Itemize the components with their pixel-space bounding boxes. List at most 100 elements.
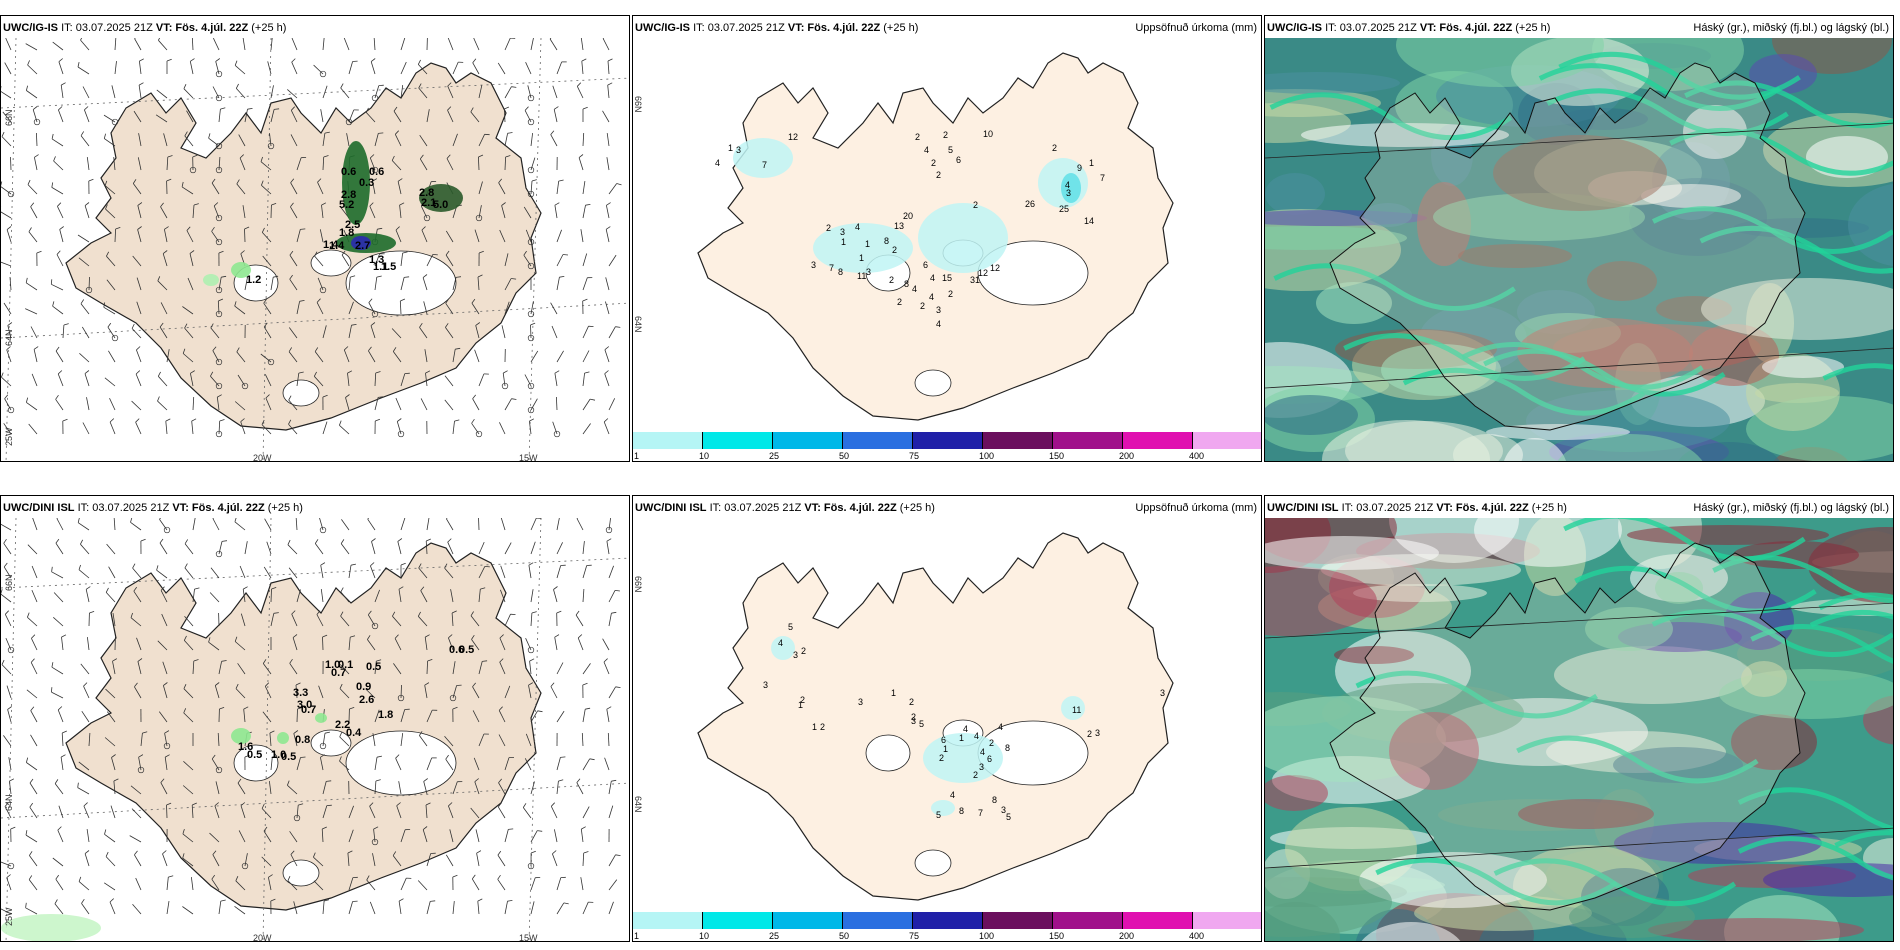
panel-header: UWC/DINI ISL IT: 03.07.2025 21Z VT: Fös.…: [1267, 502, 1567, 514]
snowfall-value: 2.8: [341, 189, 356, 201]
precip-value: 8: [904, 279, 909, 289]
panel-title: Uppsöfnuð úrkoma (mm): [1135, 22, 1257, 34]
snowfall-value: 5.2: [339, 199, 354, 211]
colorbar-swatch: [773, 432, 843, 449]
precip-value: 3: [1066, 188, 1071, 198]
precip-value: 8: [838, 267, 843, 277]
snowfall-areas: 0.60.30.62.85.22.51.81.41.31.12.82.12.71…: [203, 141, 463, 286]
snowfall-value: 1.4: [323, 239, 339, 251]
precip-value: 10: [983, 129, 993, 139]
precip-value: 4: [1065, 180, 1070, 190]
precip-value: 3: [911, 716, 916, 726]
colorbar-label: 200: [1119, 451, 1135, 461]
cloud-layers: [1265, 518, 1893, 941]
lon-label: 20W: [253, 453, 272, 462]
precip-value: 7: [829, 263, 834, 273]
colorbar-label: 200: [1119, 931, 1135, 941]
iceland-landmass: [697, 532, 1174, 901]
map-wind-barbs: 1.00.10.7 0.50.93.33.00.72.61.82.20.40.81…: [1, 518, 629, 941]
lat-label: 64N: [633, 796, 643, 813]
colorbar-swatch: [1053, 912, 1123, 929]
snowfall-value: 2.6: [359, 694, 374, 706]
precip-value: 1: [798, 700, 803, 710]
lat-label: 66N: [4, 109, 14, 126]
snowfall-value: 1.0: [325, 659, 340, 671]
precip-value: 2: [801, 646, 806, 656]
snowfall-value: 0.7: [301, 704, 316, 716]
colorbar-label: 75: [909, 931, 920, 941]
precip-value: 7: [1100, 173, 1105, 183]
precip-value: 25: [1059, 204, 1069, 214]
colorbar-swatch: [1053, 432, 1123, 449]
colorbar-label: 50: [839, 451, 850, 461]
panel-title: Háský (gr.), miðský (fj.bl.) og lágský (…: [1693, 22, 1889, 34]
snowfall-value: 1.6: [238, 741, 253, 753]
precip-value: 2: [931, 158, 936, 168]
precip-value: 4: [930, 273, 935, 283]
precip-value: 1: [859, 253, 864, 263]
precip-value: 4: [924, 145, 929, 155]
precip-value: 12: [978, 268, 988, 278]
map-wind-barbs: 0.60.30.62.85.22.51.81.41.31.12.82.12.71…: [1, 38, 629, 461]
cloud-layers: [1265, 38, 1893, 461]
precip-value: 3: [811, 260, 816, 270]
iceland-landmass: [65, 542, 542, 911]
snowfall-value: 2.2: [335, 719, 350, 731]
colorbar-label: 1: [634, 931, 640, 941]
colorbar-swatch: [1123, 912, 1193, 929]
colorbar-swatch: [913, 432, 983, 449]
map-clouds: [1265, 38, 1893, 461]
precip-value: 4: [715, 158, 720, 168]
precip-value: 1: [891, 688, 896, 698]
snowfall-value: 2.5: [345, 219, 360, 231]
map-clouds: [1265, 518, 1893, 941]
lat-label: 64N: [633, 316, 643, 333]
panel-header: UWC/IG-IS IT: 03.07.2025 21Z VT: Fös. 4.…: [3, 22, 287, 34]
precip-value: 26: [1025, 199, 1035, 209]
precip-value: 2: [800, 695, 805, 705]
lon-label: 15W: [519, 453, 538, 462]
colorbar-label: 50: [839, 931, 850, 941]
colorbar-label: 400: [1189, 451, 1205, 461]
colorbar-label: 400: [1189, 931, 1205, 941]
precip-value: 3: [979, 762, 984, 772]
precip-value: 31: [970, 275, 980, 285]
lon-label: 25W: [4, 427, 14, 446]
precip-value: 2: [920, 301, 925, 311]
precip-value: 2: [911, 712, 916, 722]
snowfall-value: 0.7: [331, 667, 346, 679]
precip-value: 2: [943, 130, 948, 140]
colorbar-label: 10: [699, 931, 710, 941]
precip-value: 1: [865, 239, 870, 249]
precip-value: 2: [1087, 729, 1092, 739]
precip-value: 3: [936, 305, 941, 315]
precip-colorbar: 1 10 25 50 75 100 150 200 400: [633, 432, 1261, 461]
precip-value: 3: [858, 697, 863, 707]
lat-label: 64N: [4, 329, 14, 346]
colorbar-swatch: [983, 912, 1053, 929]
snowfall-value: 1.3: [369, 254, 384, 266]
graticule: [1, 38, 629, 461]
colorbar-label: 25: [769, 931, 780, 941]
precip-value: 5: [788, 622, 793, 632]
precip-value: 2: [897, 297, 902, 307]
colorbar-label: 150: [1049, 931, 1065, 941]
precip-value: 9: [1077, 163, 1082, 173]
precip-value: 11: [857, 271, 866, 281]
precip-value: 5: [919, 719, 924, 729]
snowfall-value: 0.6: [369, 166, 384, 178]
snowfall-value: 0.3: [359, 177, 374, 189]
precip-value: 2: [973, 770, 978, 780]
panel-precip-dini: UWC/DINI ISL IT: 03.07.2025 21Z VT: Fös.…: [632, 495, 1262, 942]
precip-value: 12: [788, 132, 798, 142]
colorbar-swatch: [1193, 912, 1261, 929]
precip-value: 3: [866, 267, 871, 277]
precip-value: 7: [762, 160, 767, 170]
panel-header: UWC/DINI ISL IT: 03.07.2025 21Z VT: Fös.…: [635, 502, 935, 514]
precip-value: 1: [959, 733, 964, 743]
precip-value: 15: [942, 273, 952, 283]
precip-value: 8: [992, 795, 997, 805]
